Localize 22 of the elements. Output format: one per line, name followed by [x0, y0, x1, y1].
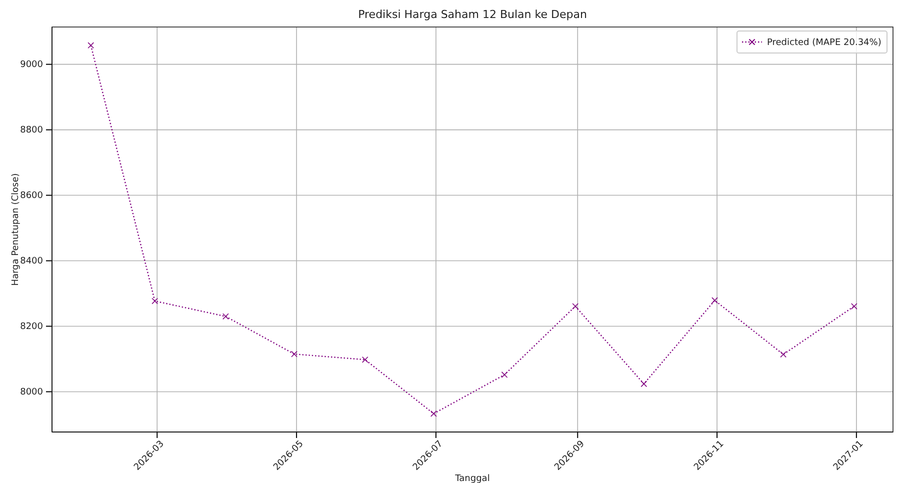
y-tick-label: 8600 — [20, 191, 44, 202]
point — [430, 410, 437, 417]
point — [780, 351, 786, 358]
point — [222, 313, 229, 320]
legend-label: Predicted (MAPE 20.34%) — [767, 38, 882, 48]
point — [712, 297, 718, 304]
point — [501, 372, 508, 378]
point — [572, 303, 579, 310]
x-axis-title: Tanggal — [454, 474, 490, 483]
y-tick-label: 8400 — [20, 256, 44, 267]
point — [291, 350, 298, 358]
point — [152, 298, 158, 304]
point — [640, 380, 648, 388]
y-tick-label: 9000 — [20, 60, 44, 70]
point — [362, 356, 368, 363]
y-axis-title: Harga Penutupan (Close) — [11, 173, 21, 286]
y-tick-label: 8200 — [20, 322, 44, 332]
y-tick-label: 8000 — [20, 388, 44, 398]
y-tick-label: 8800 — [20, 126, 44, 136]
point — [88, 42, 94, 49]
chart-title: Prediksi Harga Saham 12 Bulan ke Depan — [358, 8, 587, 21]
point — [850, 303, 858, 310]
